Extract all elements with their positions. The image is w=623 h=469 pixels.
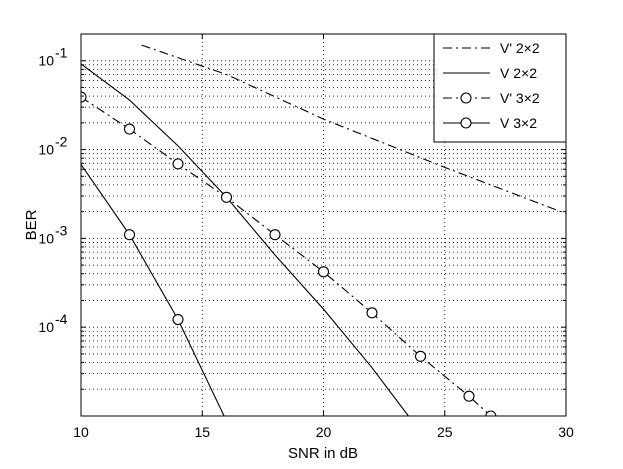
y-tick-label-exponent: -1 bbox=[55, 45, 68, 61]
series-group bbox=[81, 44, 566, 416]
y-tick-label-base: 10 bbox=[38, 319, 54, 335]
y-axis-label: BER bbox=[23, 209, 40, 240]
data-point-marker bbox=[220, 191, 233, 203]
y-tick-label-base: 10 bbox=[38, 53, 54, 69]
legend-entry-label: V' 3×2 bbox=[500, 90, 540, 106]
data-point-marker bbox=[172, 158, 184, 170]
y-tick-label-base: 10 bbox=[38, 230, 54, 246]
x-axis-label: SNR in dB bbox=[288, 445, 358, 462]
data-point-marker bbox=[485, 410, 497, 416]
x-tick-label: 20 bbox=[316, 424, 332, 440]
data-point-marker bbox=[269, 229, 281, 241]
data-point-marker bbox=[172, 313, 184, 326]
legend: V' 2×2 V 2×2 V' 3×2 V 3×2 bbox=[433, 33, 567, 143]
data-point-marker bbox=[81, 91, 87, 103]
data-point-marker bbox=[463, 390, 475, 402]
data-point-marker bbox=[123, 229, 136, 241]
data-point-marker bbox=[123, 123, 136, 135]
series-line bbox=[81, 63, 409, 416]
data-point-marker bbox=[366, 307, 378, 319]
legend-box bbox=[433, 33, 567, 143]
legend-entry-label: V' 2×2 bbox=[500, 40, 540, 56]
x-tick-label: 10 bbox=[73, 424, 89, 440]
legend-entry-label: V 3×2 bbox=[500, 115, 537, 131]
legend-marker-sample bbox=[460, 92, 472, 104]
data-point-marker bbox=[317, 266, 330, 278]
y-tick-label-exponent: -4 bbox=[55, 311, 68, 327]
series-line bbox=[81, 164, 225, 416]
series-line bbox=[81, 96, 492, 416]
x-tick-label: 25 bbox=[437, 424, 453, 440]
y-tick-label-base: 10 bbox=[38, 142, 54, 158]
series-line bbox=[141, 44, 566, 215]
legend-entry-label: V 2×2 bbox=[500, 65, 537, 81]
x-tick-labels: 10 15 20 25 30 bbox=[73, 424, 574, 440]
data-point-marker bbox=[414, 350, 427, 362]
x-tick-label: 15 bbox=[194, 424, 210, 440]
legend-marker-sample bbox=[460, 117, 472, 129]
y-tick-label-exponent: -2 bbox=[55, 134, 68, 150]
y-tick-labels: 10-410-310-210-1 bbox=[38, 45, 67, 335]
y-tick-label-exponent: -3 bbox=[55, 222, 68, 238]
x-tick-label: 30 bbox=[558, 424, 574, 440]
